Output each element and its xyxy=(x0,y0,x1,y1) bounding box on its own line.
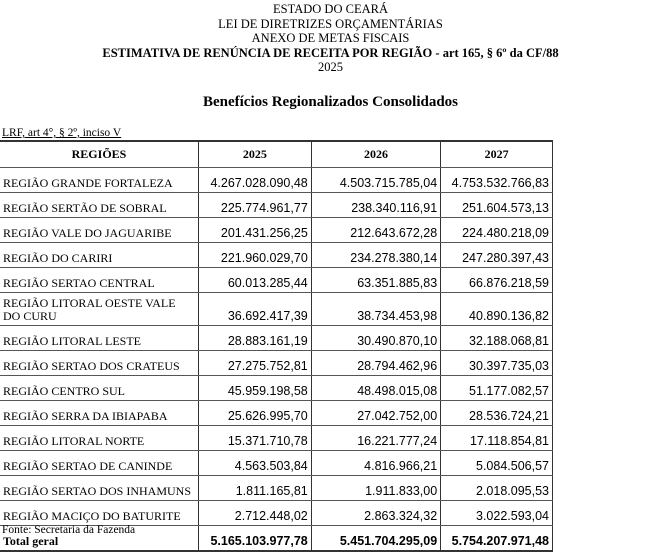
header-state: ESTADO DO CEARÁ xyxy=(273,2,388,16)
value-cell: 225.774.961,77 xyxy=(197,192,312,218)
region-cell: REGIÃO MACIÇO DO BATURITE xyxy=(0,500,199,526)
value-cell: 16.221.777,24 xyxy=(310,425,441,451)
value-cell: 212.643.672,28 xyxy=(310,217,441,243)
value-cell: 28.536.724,21 xyxy=(440,400,553,426)
value-cell: 5.165.103.977,78 xyxy=(197,525,312,552)
table-row: REGIÃO LITORAL LESTE 28.883.161,19 30.490.… xyxy=(0,325,553,351)
region-cell: REGIÃO SERTÃO DE SOBRAL xyxy=(0,192,199,218)
region-cell: REGIÃO LITORAL LESTE xyxy=(0,325,199,351)
value-cell: 224.480.218,09 xyxy=(440,217,553,243)
table-row: REGIÃO LITORAL OESTE VALE DO CURU 36.692.… xyxy=(0,292,553,326)
value-cell: 48.498.015,08 xyxy=(310,375,441,401)
source-note: Fonte: Secretaria da Fazenda xyxy=(2,524,136,536)
value-cell: 51.177.082,57 xyxy=(440,375,553,401)
header-title: ESTIMATIVA DE RENÚNCIA DE RECEITA POR RE… xyxy=(102,45,559,60)
column-header: 2025 xyxy=(197,140,312,168)
table-title: Benefícios Regionalizados Consolidados xyxy=(202,94,459,110)
column-header: 2027 xyxy=(440,140,553,168)
value-cell: 2.712.448,02 xyxy=(197,500,312,526)
table-row: REGIÃO LITORAL NORTE 15.371.710,78 16.221.… xyxy=(0,425,553,451)
value-cell: 221.960.029,70 xyxy=(197,242,312,268)
table-row: REGIÃO MACIÇO DO BATURITE 2.712.448,02 2.8… xyxy=(0,500,553,526)
value-cell: 27.042.752,00 xyxy=(310,400,441,426)
value-cell: 5.084.506,57 xyxy=(440,450,553,476)
header-annex: ANEXO DE METAS FISCAIS xyxy=(251,31,410,45)
value-cell: 38.734.453,98 xyxy=(310,292,441,326)
value-cell: 4.503.715.785,04 xyxy=(310,167,441,193)
value-cell: 251.604.573,13 xyxy=(440,192,553,218)
region-cell: REGIÃO SERTAO DOS INHAMUNS xyxy=(0,475,199,501)
table-row: REGIÃO VALE DO JAGUARIBE 201.431.256,25 21… xyxy=(0,217,553,243)
document-header: ESTADO DO CEARÁ LEI DE DIRETRIZES ORÇAME… xyxy=(0,2,661,75)
regional-benefits-table: REGIÕES 2025 2026 2027 REGIÃO GRANDE FORTAL… xyxy=(0,140,553,552)
region-cell: REGIÃO VALE DO JAGUARIBE xyxy=(0,217,199,243)
region-cell: REGIÃO LITORAL OESTE VALE DO CURU xyxy=(0,292,199,326)
value-cell: 4.563.503,84 xyxy=(197,450,312,476)
region-cell: REGIÃO SERTAO DE CANINDE xyxy=(0,450,199,476)
table-row: REGIÃO SERRA DA IBIAPABA 25.626.995,70 27.… xyxy=(0,400,553,426)
region-cell: REGIÃO SERRA DA IBIAPABA xyxy=(0,400,199,426)
value-cell: 30.397.735,03 xyxy=(440,350,553,376)
value-cell: 4.816.966,21 xyxy=(310,450,441,476)
value-cell: 5.451.704.295,09 xyxy=(310,525,441,552)
column-header: REGIÕES xyxy=(0,140,199,168)
region-cell: REGIÃO GRANDE FORTALEZA xyxy=(0,167,199,193)
value-cell: 201.431.256,25 xyxy=(197,217,312,243)
value-cell: 247.280.397,43 xyxy=(440,242,553,268)
table-row: REGIÃO CENTRO SUL 45.959.198,58 48.498.015… xyxy=(0,375,553,401)
header-law: LEI DE DIRETRIZES ORÇAMENTÁRIAS xyxy=(218,16,443,31)
value-cell: 63.351.885,83 xyxy=(310,267,441,293)
region-cell: REGIÃO SERTAO DOS CRATEUS xyxy=(0,350,199,376)
value-cell: 66.876.218,59 xyxy=(440,267,553,293)
value-cell: 60.013.285,44 xyxy=(197,267,312,293)
region-cell: REGIÃO CENTRO SUL xyxy=(0,375,199,401)
value-cell: 36.692.417,39 xyxy=(197,292,312,326)
value-cell: 25.626.995,70 xyxy=(197,400,312,426)
header-year: 2025 xyxy=(318,60,343,74)
value-cell: 45.959.198,58 xyxy=(197,375,312,401)
value-cell: 4.753.532.766,83 xyxy=(440,167,553,193)
table-row: REGIÃO SERTAO DOS CRATEUS 27.275.752,81 28… xyxy=(0,350,553,376)
value-cell: 3.022.593,04 xyxy=(440,500,553,526)
value-cell: 2.018.095,53 xyxy=(440,475,553,501)
value-cell: 1.911.833,00 xyxy=(310,475,441,501)
value-cell: 27.275.752,81 xyxy=(197,350,312,376)
table-header-row: REGIÕES 2025 2026 2027 xyxy=(0,140,553,168)
value-cell: 1.811.165,81 xyxy=(197,475,312,501)
value-cell: 40.890.136,82 xyxy=(440,292,553,326)
value-cell: 28.794.462,96 xyxy=(310,350,441,376)
value-cell: 30.490.870,10 xyxy=(310,325,441,351)
region-cell: REGIÃO LITORAL NORTE xyxy=(0,425,199,451)
table-row: REGIÃO SERTAO DOS INHAMUNS 1.811.165,81 1.… xyxy=(0,475,553,501)
value-cell: 17.118.854,81 xyxy=(440,425,553,451)
table-row: REGIÃO SERTÃO DE SOBRAL 225.774.961,77 238… xyxy=(0,192,553,218)
value-cell: 15.371.710,78 xyxy=(197,425,312,451)
value-cell: 238.340.116,91 xyxy=(310,192,441,218)
value-cell: 234.278.380,14 xyxy=(310,242,441,268)
table-row: REGIÃO SERTAO DE CANINDE 4.563.503,84 4.81… xyxy=(0,450,553,476)
table-row: REGIÃO GRANDE FORTALEZA 4.267.028.090,48 4… xyxy=(0,167,553,193)
region-cell: REGIÃO SERTAO CENTRAL xyxy=(0,267,199,293)
column-header: 2026 xyxy=(310,140,441,168)
region-cell: REGIÃO DO CARIRI xyxy=(0,242,199,268)
table-row: REGIÃO DO CARIRI 221.960.029,70 234.278.38… xyxy=(0,242,553,268)
value-cell: 28.883.161,19 xyxy=(197,325,312,351)
value-cell: 5.754.207.971,48 xyxy=(440,525,553,552)
value-cell: 32.188.068,81 xyxy=(440,325,553,351)
table-row: REGIÃO SERTAO CENTRAL 60.013.285,44 63.351… xyxy=(0,267,553,293)
value-cell: 2.863.324,32 xyxy=(310,500,441,526)
value-cell: 4.267.028.090,48 xyxy=(197,167,312,193)
legal-reference: LRF, art 4°, § 2º, inciso V xyxy=(2,127,122,139)
